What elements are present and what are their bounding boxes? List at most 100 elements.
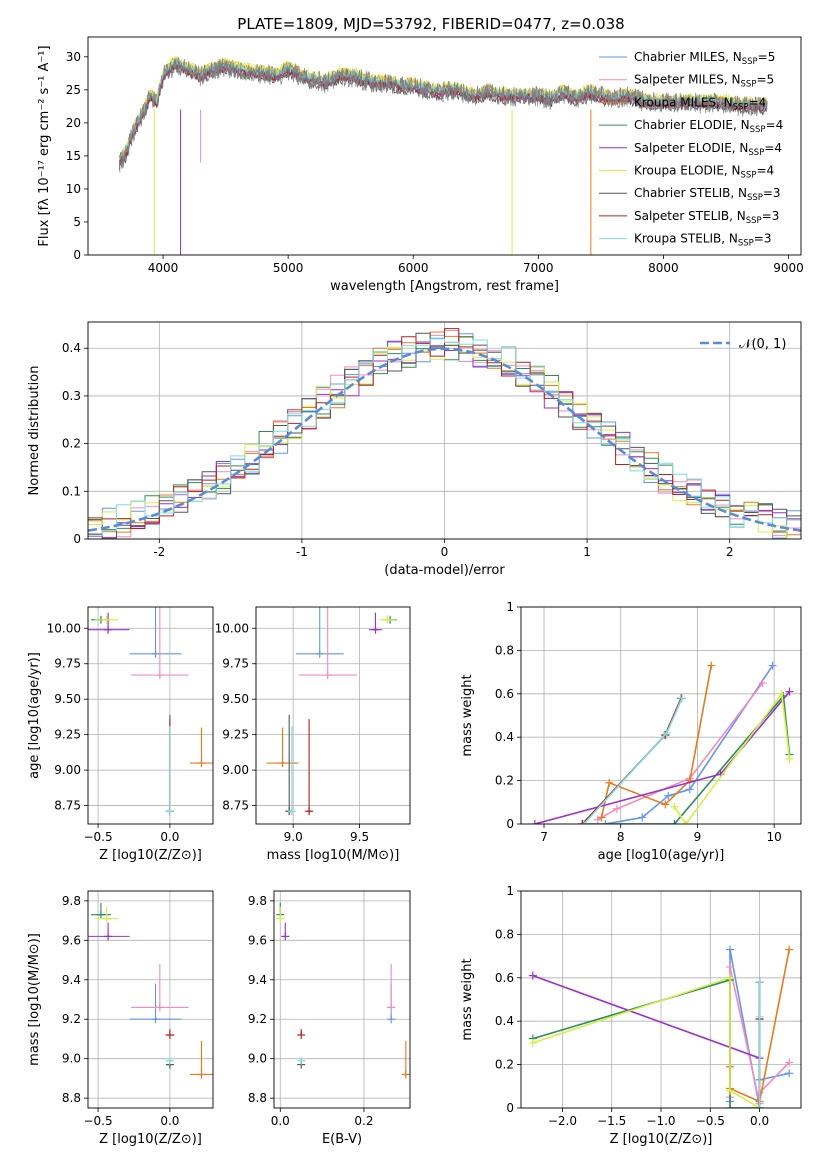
y-tick-label: 0.8 <box>495 643 514 657</box>
y-tick-label: 9.75 <box>54 657 81 671</box>
x-tick-label: 4000 <box>148 261 179 275</box>
y-tick-label: 9.2 <box>248 1012 267 1026</box>
chart-age_vs_mass: 9.0 9.5 8.75 9.00 9.25 9.50 9.75 10.00 mass [log… <box>215 606 411 863</box>
line-kroupa-elodie <box>673 691 791 824</box>
legend-subscript: SSP <box>738 239 754 249</box>
x-tick-label: 7000 <box>523 261 554 275</box>
y-axis-label: mass [log10(M/M⊙)] <box>27 933 42 1066</box>
y-tick-label: 0.4 <box>495 730 514 744</box>
x-tick-label: 9 <box>694 830 702 844</box>
chart-weight_vs_Z: −2.0 −1.5 −1.0 −0.5 0.0 0 0.2 0.4 0.6 0.8 1 Z [log1… <box>460 884 802 1147</box>
histogram-kroupa-stelib <box>88 338 801 537</box>
x-tick-label: 0.0 <box>271 1114 290 1128</box>
line-kroupa-miles <box>600 665 712 818</box>
y-tick-label: 0.2 <box>495 774 514 788</box>
gridlines <box>521 606 801 825</box>
legend-entry: Chabrier MILES, NSSP=5 <box>634 50 775 67</box>
y-axis-label: mass weight <box>460 674 475 756</box>
y-tick-label: 25 <box>66 83 81 97</box>
legend-value: =3 <box>762 209 780 223</box>
chart-mass_vs_Z: −0.5 0.0 8.8 9.0 9.2 9.4 9.6 9.8 Z [log10(Z/Z⊙)]… <box>27 890 214 1147</box>
x-tick-label: 8 <box>617 830 625 844</box>
y-tick-label: 9.25 <box>222 728 249 742</box>
x-tick-label: −0.5 <box>83 830 112 844</box>
legend-subscript: SSP <box>741 171 757 181</box>
legend-value: =3 <box>754 232 772 246</box>
y-tick-label: 0.4 <box>495 1014 514 1028</box>
axes-frame <box>255 606 411 825</box>
axes-frame <box>87 321 802 540</box>
line-chabrier-stelib <box>581 697 683 824</box>
gridlines <box>88 607 213 824</box>
y-tick-label: 10.00 <box>47 621 81 635</box>
plot-area <box>88 902 213 1079</box>
y-tick-label: 0.4 <box>62 341 81 355</box>
y-tick-label: 8.8 <box>248 1091 267 1105</box>
x-axis-label: Z [log10(Z/Z⊙)] <box>99 848 202 863</box>
x-tick-label: −1.0 <box>646 1114 675 1128</box>
legend-entry: Chabrier ELODIE, NSSP=4 <box>634 118 783 135</box>
y-tick-label: 9.8 <box>248 894 267 908</box>
y-tick-label: 0.3 <box>62 389 81 403</box>
legend-subscript: SSP <box>747 193 763 203</box>
y-tick-label: 0.8 <box>495 927 514 941</box>
x-tick-label: 10 <box>767 830 782 844</box>
legend-value: =3 <box>763 186 781 200</box>
x-tick-label: −1.5 <box>597 1114 626 1128</box>
legend-entry: Chabrier STELIB, NSSP=3 <box>634 186 781 203</box>
line-salpeter-stelib <box>581 697 683 824</box>
chart-residual_hist: -2 -1 0 1 2 0 0.1 0.2 0.3 0.4 (data-model)/error No… <box>27 321 802 578</box>
x-tick-label: 5000 <box>273 261 304 275</box>
y-tick-label: 9.25 <box>54 728 81 742</box>
y-tick-label: 10 <box>66 182 81 196</box>
legend-entry: Salpeter MILES, NSSP=5 <box>634 73 774 90</box>
legend-subscript: SSP <box>750 125 766 135</box>
y-tick-label: 9.4 <box>62 973 81 987</box>
y-tick-label: 0 <box>506 1101 514 1115</box>
axes-frame <box>87 890 214 1109</box>
line-chabrier-elodie <box>582 694 791 824</box>
x-tick-label: −0.5 <box>83 1114 112 1128</box>
y-tick-label: 8.75 <box>54 799 81 813</box>
legend-subscript: SSP <box>746 216 762 226</box>
legend-subscript: SSP <box>748 148 764 158</box>
y-tick-label: 0.2 <box>495 1058 514 1072</box>
plot-area <box>528 945 794 1108</box>
x-tick-label: 0.0 <box>750 1114 769 1128</box>
ticks: 7 8 9 10 0 0.2 0.4 0.6 0.8 1 <box>495 600 782 844</box>
ticks: 9.0 9.5 8.75 9.00 9.25 9.50 9.75 10.00 <box>215 621 369 844</box>
axes-frame <box>273 890 411 1109</box>
x-tick-label: 0.0 <box>160 830 179 844</box>
x-tick-label: −2.0 <box>548 1114 577 1128</box>
x-tick-label: 2 <box>726 545 734 559</box>
ticks: 4000 5000 6000 7000 8000 9000 0 5 10 15 20 25 30 <box>66 50 804 275</box>
gridlines <box>88 891 213 1108</box>
x-axis-label: Z [log10(Z/Z⊙)] <box>610 1132 713 1147</box>
y-tick-label: 0.6 <box>495 971 514 985</box>
axes-frame <box>520 606 802 825</box>
x-tick-label: 9000 <box>773 261 804 275</box>
legend-entry: 𝒩(0, 1) <box>739 337 786 352</box>
y-tick-label: 9.00 <box>54 763 81 777</box>
chart-mass_vs_ebv: 0.0 0.2 8.8 9.0 9.2 9.4 9.6 9.8 E(B-V) <box>248 890 411 1147</box>
legend-value: =4 <box>764 141 782 155</box>
legend-value: =4 <box>749 95 767 109</box>
x-tick-label: 0.0 <box>160 1114 179 1128</box>
legend-entry: Kroupa ELODIE, NSSP=4 <box>634 164 774 181</box>
plot-area <box>118 55 768 255</box>
y-tick-label: 1 <box>506 884 514 898</box>
x-tick-label: -1 <box>296 545 308 559</box>
legend-value: =4 <box>766 118 784 132</box>
legend-subscript: SSP <box>742 57 758 67</box>
y-tick-label: 15 <box>66 149 81 163</box>
plot-area <box>276 902 410 1079</box>
legend: Chabrier MILES, NSSP=5 Salpeter MILES, NS… <box>599 50 783 249</box>
gridlines <box>256 607 410 824</box>
axes-frame <box>87 36 802 256</box>
y-tick-label: 1 <box>506 600 514 614</box>
axes-frame <box>520 890 802 1109</box>
x-tick-label: 0.2 <box>354 1114 373 1128</box>
plot-area <box>266 607 397 816</box>
legend-entry: Kroupa STELIB, NSSP=3 <box>634 232 772 249</box>
